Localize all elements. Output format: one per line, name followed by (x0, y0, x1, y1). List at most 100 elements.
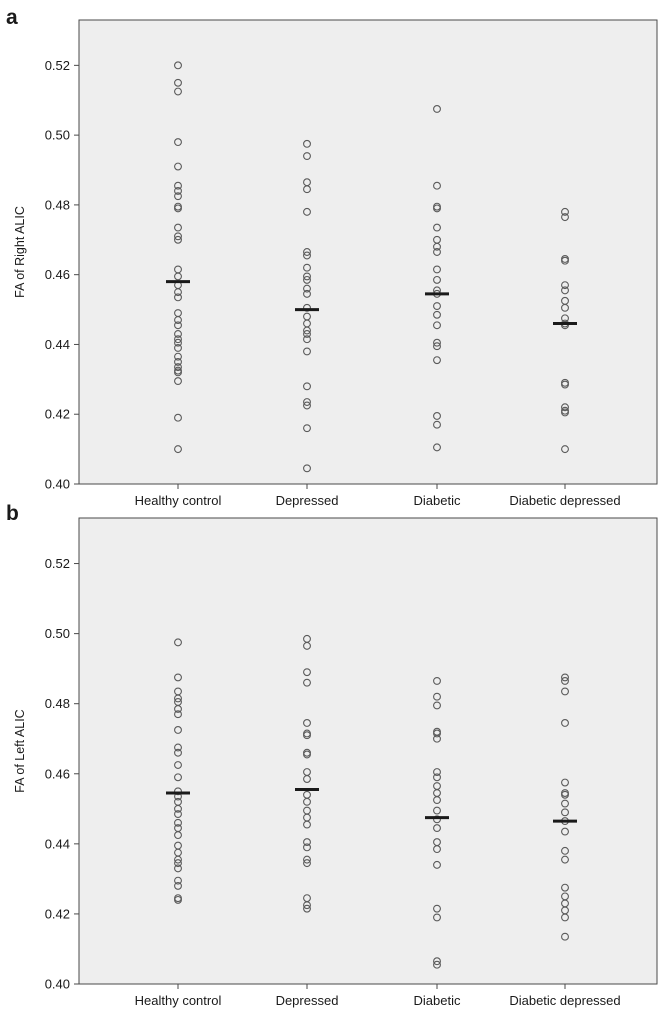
data-point (174, 859, 182, 868)
data-point (174, 204, 182, 213)
y-tick-label: 0.52 (45, 58, 70, 73)
data-point (174, 338, 182, 347)
data-point (561, 778, 569, 787)
data-point (174, 316, 182, 324)
panel-label-a: a (6, 6, 18, 29)
data-point (174, 445, 182, 454)
data-point (174, 673, 182, 682)
data-point (174, 876, 182, 885)
chart-panel-a: a 0.40 0.42 0.44 0.46 0.48 0.50 0.52 FA of Righ… (0, 0, 660, 508)
data-point (303, 275, 311, 284)
y-tick-label: 0.50 (45, 128, 70, 143)
data-point (433, 265, 441, 274)
y-tick-label: 0.46 (45, 267, 70, 282)
data-point (303, 152, 311, 161)
data-point (433, 338, 441, 347)
data-point (174, 232, 182, 241)
data-point (433, 321, 441, 330)
data-point (174, 192, 182, 201)
data-point (303, 272, 311, 281)
x-tick-label: Depressed (276, 993, 339, 1008)
data-point (433, 181, 441, 190)
data-point (433, 815, 441, 824)
data-point (174, 223, 182, 232)
data-point (303, 641, 311, 650)
data-point (174, 855, 182, 864)
data-point (303, 185, 311, 194)
data-point (561, 855, 569, 864)
data-point (561, 286, 569, 295)
chart-panel-b: b 0.40 0.42 0.44 0.46 0.48 0.50 0.52 FA of Left… (0, 500, 660, 1013)
data-point (174, 818, 182, 827)
data-point (561, 790, 569, 799)
data-point (174, 705, 182, 713)
data-point (303, 901, 311, 910)
data-point (174, 272, 182, 281)
data-point (561, 403, 569, 412)
x-tick-label: Diabetic (414, 993, 461, 1008)
data-point (174, 288, 182, 297)
data-point (433, 242, 441, 251)
data-point (433, 768, 441, 776)
data-point (561, 846, 569, 855)
data-point (303, 401, 311, 410)
data-point (561, 380, 569, 389)
data-point (303, 838, 311, 847)
plot-area (78, 517, 658, 985)
data-point (561, 321, 569, 330)
y-tick-label: 0.48 (45, 696, 70, 711)
data-point (433, 806, 441, 815)
data-point (303, 750, 311, 759)
data-point (174, 787, 182, 796)
y-tick-label: 0.44 (45, 836, 70, 851)
x-tick-label: Depressed (276, 493, 339, 508)
data-point (433, 412, 441, 420)
data-point (174, 881, 182, 890)
data-point (561, 673, 569, 682)
data-point (303, 464, 311, 473)
data-point (433, 701, 441, 710)
panel-label-b: b (6, 502, 19, 525)
data-point (433, 310, 441, 319)
data-point (174, 78, 182, 87)
data-point (174, 638, 182, 647)
plot-area (78, 19, 658, 485)
data-point (174, 352, 182, 361)
data-point (174, 377, 182, 386)
data-point (561, 676, 569, 685)
data-point (174, 363, 182, 372)
data-point (561, 207, 569, 216)
y-tick-label: 0.48 (45, 197, 70, 212)
data-point (174, 761, 182, 769)
data-point (303, 326, 311, 335)
data-point (433, 248, 441, 256)
data-point (303, 139, 311, 148)
data-point (303, 859, 311, 868)
data-point (303, 424, 311, 433)
data-point (174, 810, 182, 819)
y-tick-label: 0.40 (45, 477, 70, 492)
data-point (303, 263, 311, 272)
y-tick-label: 0.40 (45, 977, 70, 992)
data-point (433, 773, 441, 782)
data-point (433, 692, 441, 701)
data-point (174, 726, 182, 734)
data-point (174, 181, 182, 190)
data-point (174, 61, 182, 70)
data-point (561, 913, 569, 922)
data-point (433, 824, 441, 833)
data-point (433, 420, 441, 429)
x-tick-label: Diabetic depressed (509, 493, 620, 508)
data-point (174, 293, 182, 302)
data-point (561, 799, 569, 808)
data-point (174, 321, 182, 330)
data-point (561, 213, 569, 222)
data-point (303, 797, 311, 806)
data-point (174, 773, 182, 782)
data-point (433, 957, 441, 966)
data-point (303, 668, 311, 677)
data-point (174, 138, 182, 147)
data-point (303, 251, 311, 260)
data-point (433, 960, 441, 969)
data-point (561, 808, 569, 817)
